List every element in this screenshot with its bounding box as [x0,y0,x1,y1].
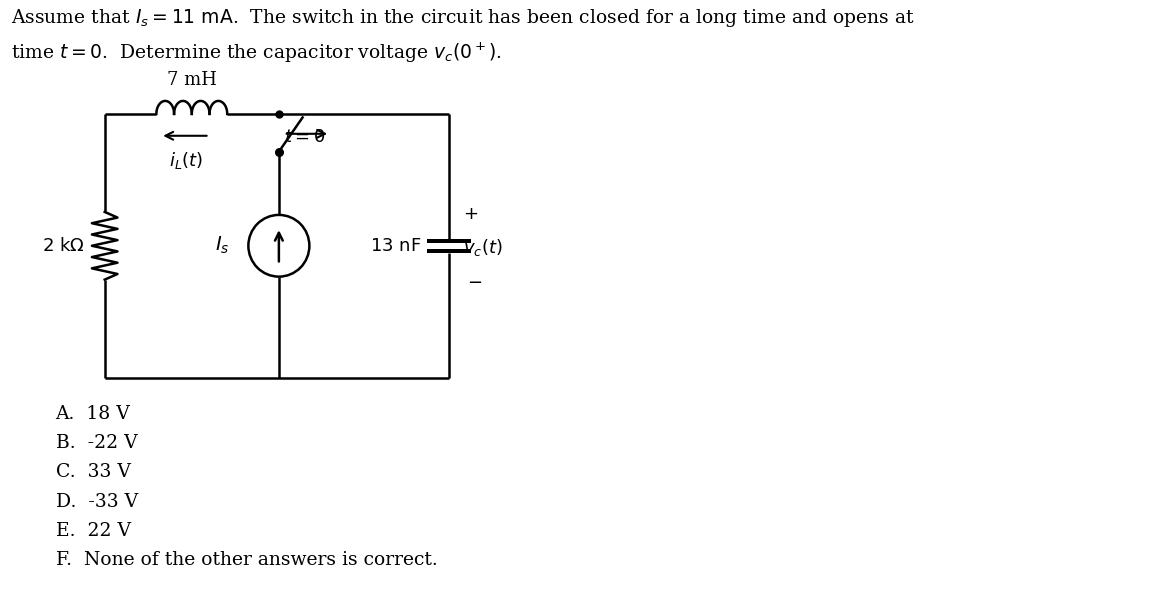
Text: E.  22 V: E. 22 V [55,522,131,540]
Text: $2\ \mathrm{k}\Omega$: $2\ \mathrm{k}\Omega$ [43,237,86,255]
Text: A.  18 V: A. 18 V [55,405,131,422]
Text: F.  None of the other answers is correct.: F. None of the other answers is correct. [55,551,437,569]
Text: $t = 0$: $t = 0$ [283,128,325,146]
Text: $I_s$: $I_s$ [215,235,230,256]
Text: B.  -22 V: B. -22 V [55,434,138,452]
Text: time $t = 0$.  Determine the capacitor voltage $v_c(0^+)$.: time $t = 0$. Determine the capacitor vo… [12,41,502,66]
Text: Assume that $I_s = 11\ \mathrm{mA}$.  The switch in the circuit has been closed : Assume that $I_s = 11\ \mathrm{mA}$. The… [12,7,916,29]
Text: D.  -33 V: D. -33 V [55,493,138,511]
Text: $+$: $+$ [462,205,477,223]
Text: 7 mH: 7 mH [166,71,216,89]
Text: $i_L(t)$: $i_L(t)$ [169,150,203,170]
Text: C.  33 V: C. 33 V [55,463,131,481]
Text: $13\ \mathrm{nF}$: $13\ \mathrm{nF}$ [370,237,422,255]
Text: $v_c(t)$: $v_c(t)$ [462,237,503,258]
Text: $-$: $-$ [467,272,482,289]
